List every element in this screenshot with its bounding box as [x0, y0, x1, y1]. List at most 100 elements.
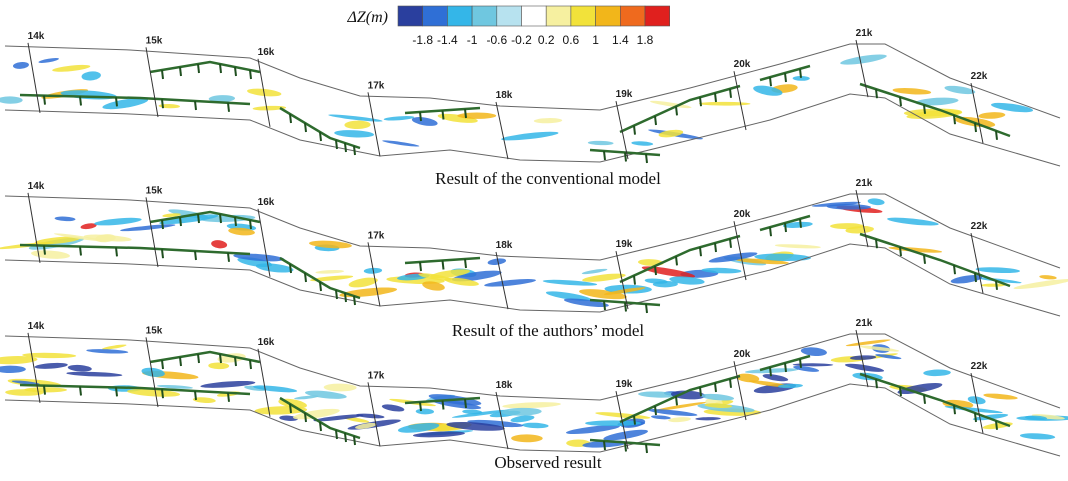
groyne-line — [859, 82, 1011, 138]
groyne-tick — [335, 289, 338, 300]
cross-section — [733, 361, 747, 421]
bed-change-patch — [228, 227, 255, 236]
groyne-tick — [953, 115, 956, 125]
station-label: 21k — [856, 178, 873, 189]
cross-section — [495, 251, 509, 310]
groyne-tick — [335, 429, 338, 440]
groyne-tick — [353, 295, 356, 306]
bed-change-patch — [383, 116, 415, 121]
groyne-tick — [344, 142, 347, 153]
bed-change-patch — [1024, 415, 1048, 421]
bed-change-patch — [708, 252, 758, 263]
groyne-tick — [675, 396, 678, 406]
station-label: 14k — [28, 321, 45, 332]
cross-section — [367, 242, 381, 307]
cross-section — [145, 337, 159, 408]
groyne-tick — [603, 300, 606, 311]
station-label: 19k — [616, 89, 633, 100]
bed-change-patch — [704, 403, 733, 408]
bed-change-patch — [382, 140, 420, 147]
groyne-tick — [319, 131, 322, 142]
groyne-tick — [645, 153, 648, 164]
bed-change-patch — [208, 95, 236, 103]
bed-change-patch — [944, 85, 976, 95]
bed-change-patch — [1019, 433, 1056, 440]
groyne-tick — [304, 272, 307, 283]
bed-change-patch — [845, 339, 891, 347]
groyne-tick — [769, 367, 772, 377]
groyne-tick — [304, 412, 307, 423]
groyne-tick — [319, 421, 322, 432]
groyne-tick — [714, 242, 717, 253]
groyne-tick — [161, 99, 164, 109]
groyne-line — [859, 372, 1011, 428]
groyne-tick — [675, 256, 678, 266]
bed-change-patch — [695, 417, 721, 421]
cross-section — [855, 39, 869, 98]
cross-section — [615, 101, 629, 160]
groyne-tick — [441, 260, 445, 270]
groyne-tick — [875, 89, 878, 99]
bed-change-patch — [545, 291, 592, 301]
bed-change-patch — [972, 413, 1009, 421]
cross-section — [257, 58, 271, 127]
bed-change-patch — [792, 363, 834, 367]
colorbar-swatch — [447, 5, 473, 27]
groyne-tick — [319, 281, 322, 292]
cross-section — [615, 391, 629, 450]
groyne-tick — [234, 66, 237, 77]
bed-change-patch — [903, 108, 962, 117]
groyne-tick — [197, 63, 200, 74]
bed-change-patch — [0, 365, 26, 373]
bed-change-patch — [579, 289, 627, 300]
bed-change-patch — [658, 129, 684, 138]
station-label: 19k — [616, 239, 633, 250]
groyne-tick — [335, 139, 338, 150]
bed-change-patch — [200, 380, 256, 388]
bed-change-patch — [736, 373, 760, 383]
bed-change-patch — [887, 217, 939, 226]
bed-change-patch — [1039, 275, 1057, 280]
groyne-tick — [729, 378, 732, 388]
station-label: 21k — [856, 318, 873, 329]
bed-change-patch — [975, 267, 1021, 273]
bed-change-patch — [34, 362, 68, 369]
station-label: 16k — [258, 47, 275, 58]
groyne-tick — [79, 246, 82, 256]
groyne-tick — [899, 96, 902, 107]
colorbar-swatch — [471, 5, 498, 27]
groyne-tick — [79, 96, 82, 106]
bed-change-patch — [381, 404, 405, 412]
groyne-tick — [603, 150, 606, 161]
bed-change-patch — [66, 371, 123, 377]
bed-change-patch — [753, 85, 783, 96]
groyne-tick — [234, 356, 237, 367]
colorbar-tick-label: 0.6 — [563, 33, 580, 47]
bed-change-patch — [950, 275, 983, 284]
bed-change-patch — [102, 98, 149, 110]
bed-change-patch — [127, 388, 181, 397]
station-label: 22k — [971, 71, 988, 82]
bed-change-patch — [792, 76, 810, 81]
groyne-line — [619, 374, 741, 424]
groyne-tick — [161, 69, 164, 80]
groyne-tick — [179, 216, 182, 227]
groyne-tick — [953, 265, 956, 275]
groyne-tick — [464, 398, 467, 409]
bed-change-patch — [669, 276, 705, 285]
colorbar-tick-label: -1.8 — [412, 33, 433, 47]
panel-caption: Observed result — [494, 453, 601, 472]
bed-change-patch — [897, 382, 943, 395]
colorbar-swatch — [397, 5, 424, 27]
bed-change-patch — [412, 431, 465, 438]
station-label: 18k — [496, 380, 513, 391]
station-label: 15k — [146, 185, 163, 196]
groyne-tick — [633, 125, 636, 135]
groyne-tick — [633, 275, 636, 285]
bed-change-patch — [533, 118, 563, 124]
bed-change-patch — [31, 250, 70, 259]
groyne-tick — [227, 392, 230, 402]
bed-change-patch — [647, 409, 698, 417]
station-label: 18k — [496, 240, 513, 251]
bed-change-patch — [700, 393, 735, 401]
